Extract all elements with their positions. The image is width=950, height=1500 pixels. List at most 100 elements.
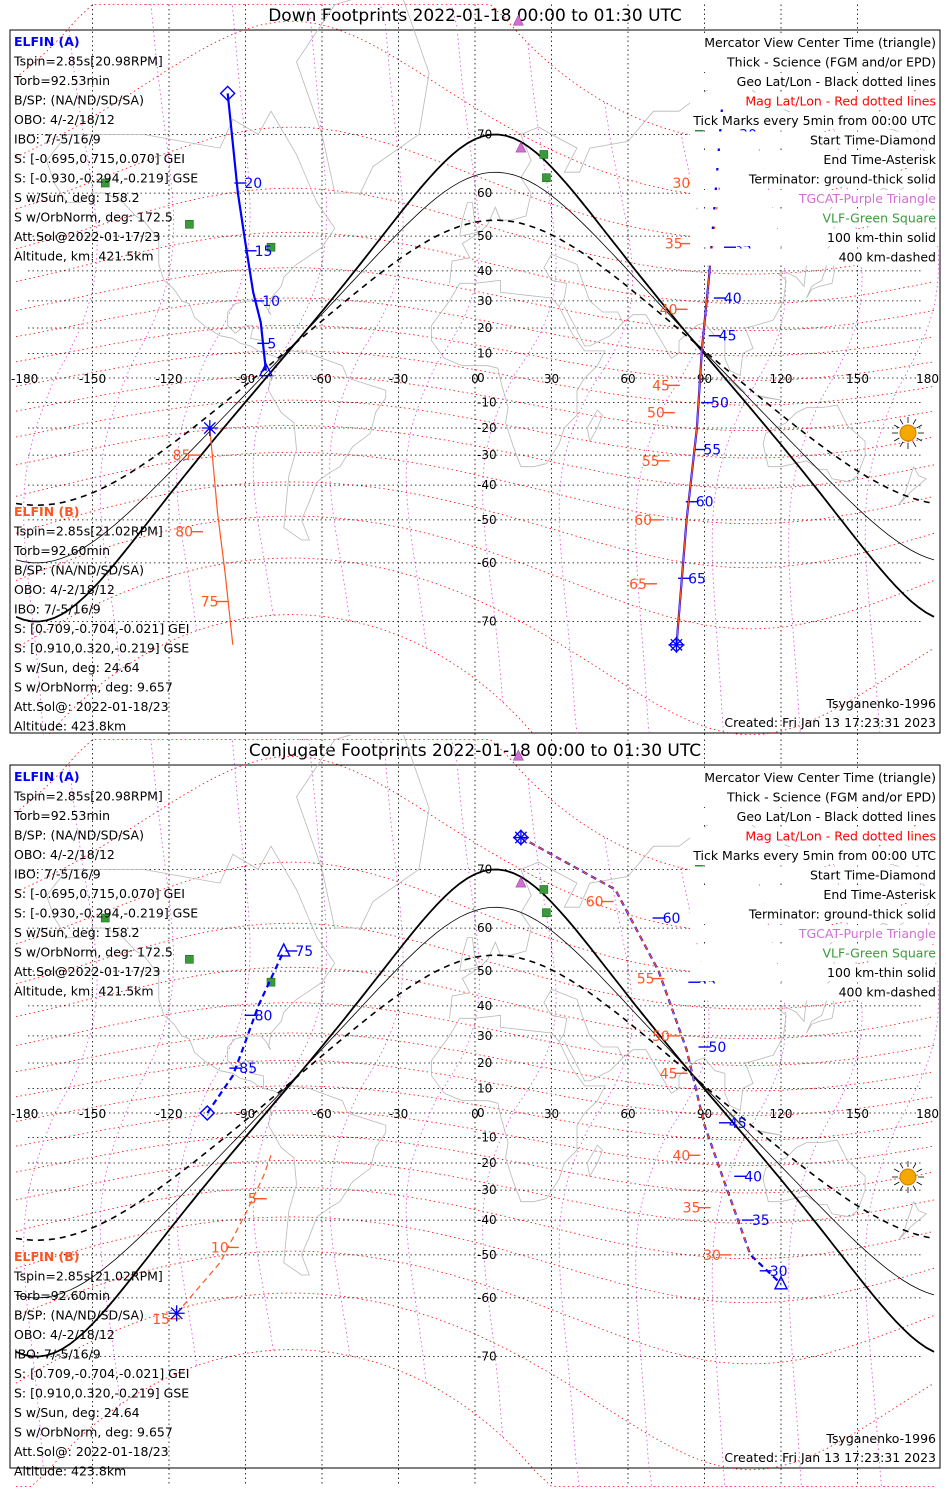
start-diamond-marker: [199, 1105, 216, 1121]
sun-ray: [893, 424, 900, 429]
lon-tick-label: 60: [620, 1107, 635, 1121]
coastline: [268, 350, 387, 541]
legend-entry: VLF-Green Square: [822, 946, 936, 961]
track-tick-label: 85: [173, 448, 191, 464]
legend-entry: TGCAT-Purple Triangle: [798, 191, 936, 206]
track-tick-label: 55: [703, 443, 721, 459]
lon-tick-label: 180: [916, 1107, 939, 1121]
lon-tick-label: -180: [11, 372, 38, 386]
elfin-a-info-line: Tspin=2.85s[20.98RPM]: [13, 54, 163, 69]
coastline: [755, 1129, 782, 1136]
coastline: [459, 202, 479, 237]
legend-bg: [690, 53, 938, 71]
lat-tick-label: 70: [477, 127, 492, 141]
legend-entry: 100 km-thin solid: [827, 965, 936, 980]
track-tick-label: 60: [634, 513, 652, 529]
elfin-a-track: [520, 836, 782, 1285]
tgcat-triangle-marker: [512, 749, 524, 761]
elfin-a-info-line: B/SP: (NA/ND/SD/SA): [14, 828, 144, 843]
track-tick-label: 30: [672, 176, 690, 192]
mag-lon-line: [788, 863, 863, 1487]
track-tick-label: 5: [248, 1192, 257, 1208]
track-tick-label: 15: [152, 1312, 170, 1328]
legend-bg: [690, 964, 938, 981]
legend-entry: 400 km-dashed: [839, 250, 936, 265]
sun-ray: [893, 1181, 900, 1186]
legend-bg: [690, 73, 938, 90]
sun-ray: [916, 1168, 923, 1173]
track-tick-label: 35: [683, 1201, 701, 1217]
mag-lon-line: [329, 4, 404, 621]
lat-tick-label: 40: [477, 264, 492, 278]
sun-icon: [899, 1168, 917, 1186]
start-diamond-marker: [219, 85, 236, 102]
elfin-a-info-line: OBO: 4/-2/18/12: [14, 112, 115, 127]
elfin-a-title: ELFIN (A): [14, 34, 80, 49]
mag-lat-line: [15, 922, 935, 1010]
lon-tick-label: -180: [11, 1107, 38, 1121]
elfin-b-track: [209, 427, 234, 645]
elfin-b-info-line: B/SP: (NA/ND/SD/SA): [14, 563, 144, 578]
elfin-b-info-line: S: [0.709,-0.704,-0.021] GEI: [14, 1366, 189, 1381]
elfin-b-info-line: Tspin=2.85s[21.02RPM]: [13, 1269, 163, 1284]
created-timestamp: Created: Fri Jan 13 17:23:31 2023: [724, 1450, 936, 1465]
legend-entry: Mercator View Center Time (triangle): [704, 770, 936, 785]
conjugate-footprints-map: -180 -150 -120 -90 -60 -30 0 30 60 90 120 150 180-70…: [9, 735, 941, 1487]
vlf-square-marker: [100, 913, 110, 923]
track-tick-label: 65: [688, 571, 706, 587]
coastline: [46, 160, 264, 354]
terminator-100km: [15, 906, 935, 1299]
track-tick-label: 45: [719, 329, 737, 345]
legend-bg: [690, 34, 938, 51]
legend-entry: Geo Lat/Lon - Black dotted lines: [737, 74, 936, 89]
elfin-a-info-line: Tspin=2.85s[20.98RPM]: [13, 789, 163, 804]
mag-lon-line: [405, 739, 481, 1383]
lat-tick-label: -30: [477, 1183, 497, 1197]
track-tick-label: 50: [652, 1029, 670, 1045]
legend-bg: [690, 847, 938, 864]
legend-entry: 400 km-dashed: [839, 985, 936, 1000]
vlf-square-marker: [185, 220, 194, 229]
legend-entry: VLF-Green Square: [822, 211, 936, 226]
lat-tick-label: 20: [477, 1056, 492, 1070]
lon-tick-label: -90: [236, 372, 256, 386]
sun-ray: [899, 441, 904, 448]
sun-ray: [893, 437, 900, 442]
center-time-triangle-marker: [258, 362, 274, 377]
elfin-a-info-line: IBO: 7/-5/16/9: [14, 132, 101, 147]
map-frame: [9, 29, 941, 734]
legend-entry: End Time-Asterisk: [823, 152, 936, 167]
lat-tick-label: 10: [477, 1081, 492, 1095]
down-footprints-map: -180 -150 -120 -90 -60 -30 0 30 60 90 120 150 180-70…: [9, 0, 941, 735]
coastline: [762, 1139, 866, 1218]
lon-tick-label: 120: [770, 1107, 793, 1121]
elfin-b-title: ELFIN (B): [14, 504, 79, 519]
elfin-b-title: ELFIN (B): [14, 1249, 79, 1264]
elfin-a-info-line: OBO: 4/-2/18/12: [14, 847, 115, 862]
mag-lon-line: [176, 4, 251, 631]
lon-tick-label: -90: [236, 1107, 256, 1121]
down-panel-title: Down Footprints 2022-01-18 00:00 to 01:3…: [268, 6, 682, 26]
tgcat-triangle-marker: [515, 876, 527, 888]
lon-tick-label: 150: [846, 1107, 869, 1121]
track-tick-label: 60: [586, 895, 604, 911]
end-asterisk-marker: [670, 638, 683, 651]
lat-tick-label: 0: [477, 371, 485, 385]
center-time-triangle-marker: [773, 1275, 789, 1290]
elfin-a-info-line: S w/OrbNorm, deg: 172.5: [14, 210, 173, 225]
track-tick-label: 15: [255, 244, 273, 260]
legend-entry: Mag Lat/Lon - Red dotted lines: [745, 94, 936, 109]
sun-ray: [916, 437, 923, 442]
legend-entry: Thick - Science (FGM and/or EPD): [726, 790, 936, 805]
mag-lon-line: [329, 739, 404, 1356]
lat-tick-label: -50: [477, 1248, 497, 1262]
vlf-square-marker: [266, 977, 276, 987]
mag-lat-line: [15, 557, 935, 735]
legend-bg: [690, 190, 938, 207]
track-tick-label: 50: [647, 406, 665, 422]
mag-lon-line: [99, 4, 175, 670]
mag-lat-line: [15, 1186, 935, 1260]
lon-tick-label: 180: [916, 372, 939, 386]
mag-lon-line: [252, 4, 328, 616]
mag-lon-line: [558, 837, 634, 1487]
